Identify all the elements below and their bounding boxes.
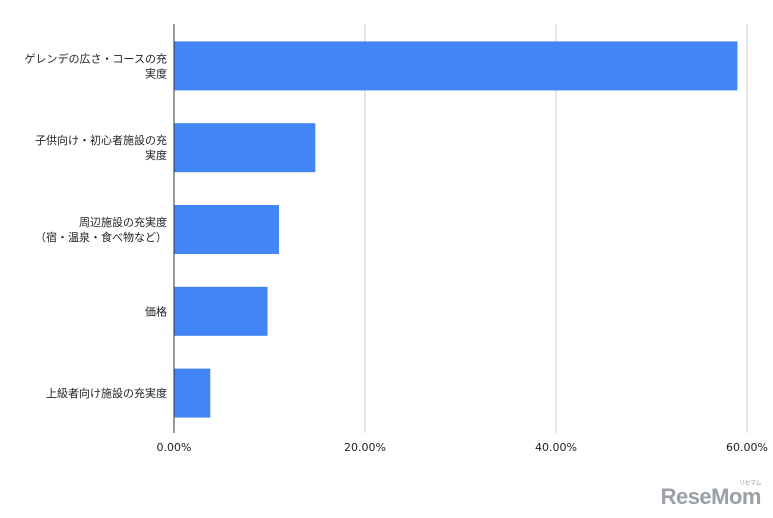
category-labels: ゲレンデの広さ・コースの充実度子供向け・初心者施設の充実度周辺施設の充実度（宿・…: [25, 51, 167, 400]
x-tick-labels: 0.00% 20.00% 40.00% 60.00%: [157, 441, 768, 454]
category-label: 子供向け・初心者施設の充実度: [35, 133, 167, 162]
bar: [174, 41, 738, 91]
bar: [174, 123, 316, 173]
category-label: 価格: [145, 304, 167, 318]
bar: [174, 368, 211, 418]
category-label-line: 周辺施設の充実度: [79, 215, 167, 229]
bar: [174, 205, 280, 254]
category-label-line: 子供向け・初心者施設の充: [35, 133, 167, 147]
category-label-line: 上級者向け施設の充実度: [46, 386, 167, 400]
resemom-logo-text: ReseMom: [660, 484, 762, 509]
category-label-line: 実度: [145, 66, 167, 80]
x-tick-label: 60.00%: [726, 441, 768, 454]
category-label: 周辺施設の充実度（宿・温泉・食べ物など）: [35, 215, 167, 244]
category-label-line: （宿・温泉・食べ物など）: [35, 230, 167, 244]
bars: [174, 41, 738, 418]
category-label-line: 実度: [145, 148, 167, 162]
bar: [174, 286, 268, 336]
category-label-line: 価格: [145, 304, 167, 318]
category-label: 上級者向け施設の充実度: [46, 386, 167, 400]
resemom-logo: ReseMom リセマム: [660, 481, 762, 510]
resemom-logo-kana: リセマム: [738, 481, 762, 487]
gridlines: [364, 24, 748, 433]
x-tick-label: 0.00%: [157, 441, 192, 454]
category-label-line: ゲレンデの広さ・コースの充: [25, 51, 167, 65]
x-tick-label: 20.00%: [344, 441, 386, 454]
x-tick-label: 40.00%: [535, 441, 577, 454]
category-label: ゲレンデの広さ・コースの充実度: [25, 51, 167, 80]
